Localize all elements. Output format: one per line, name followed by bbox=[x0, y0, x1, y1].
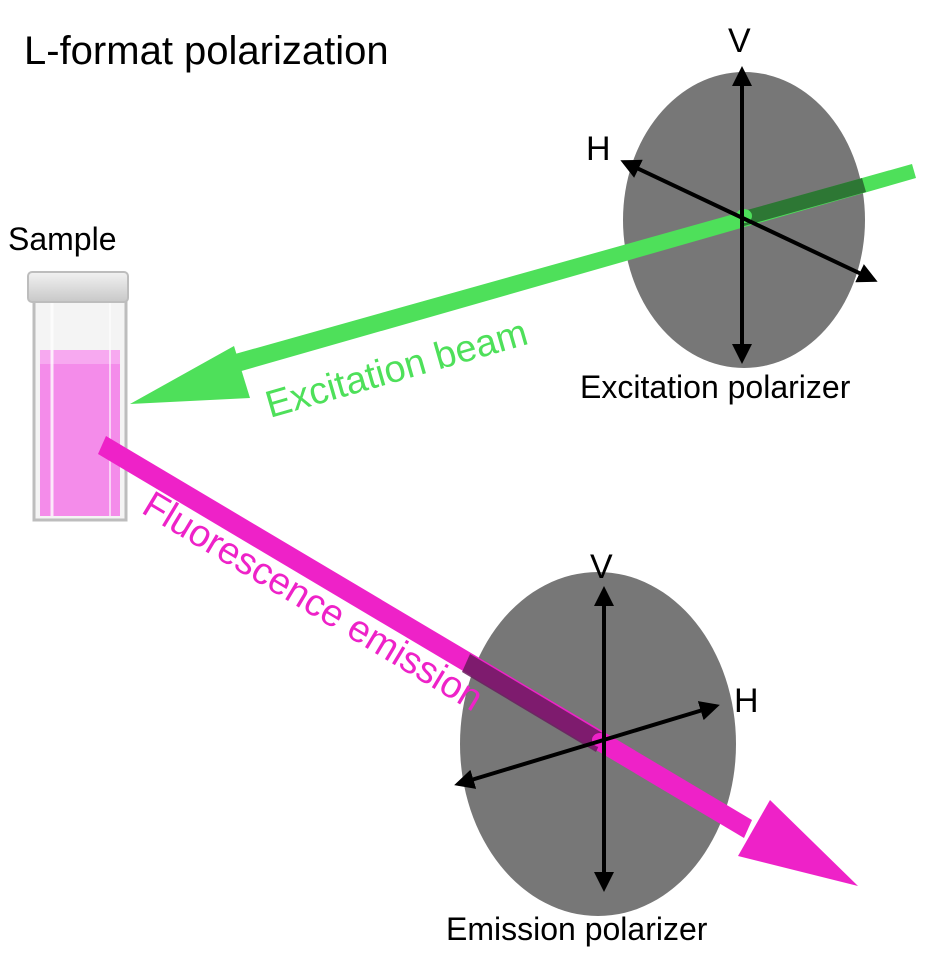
cuvette-cap bbox=[27, 271, 129, 303]
sample-label: Sample bbox=[8, 221, 117, 257]
emission-beam-label: Fluorescence emission bbox=[135, 484, 490, 720]
excitation-h-label: H bbox=[586, 130, 611, 168]
emission-v-label: V bbox=[590, 548, 613, 586]
diagram-title: L-format polarization bbox=[24, 29, 389, 73]
excitation-beam-label: Excitation beam bbox=[261, 312, 532, 427]
emission-h-label: H bbox=[734, 682, 759, 720]
emission-h-axis-arrow bbox=[454, 701, 720, 789]
emission-polarizer-label: Emission polarizer bbox=[446, 911, 708, 947]
excitation-v-label: V bbox=[728, 22, 751, 60]
excitation-h-axis-arrow bbox=[620, 159, 878, 283]
emission-beam-arrowhead bbox=[738, 800, 858, 886]
sample-cuvette bbox=[27, 271, 129, 522]
liquid-surface bbox=[40, 350, 120, 364]
excitation-polarizer-label: Excitation polarizer bbox=[580, 369, 851, 405]
excitation-beam-arrowhead bbox=[130, 346, 250, 404]
